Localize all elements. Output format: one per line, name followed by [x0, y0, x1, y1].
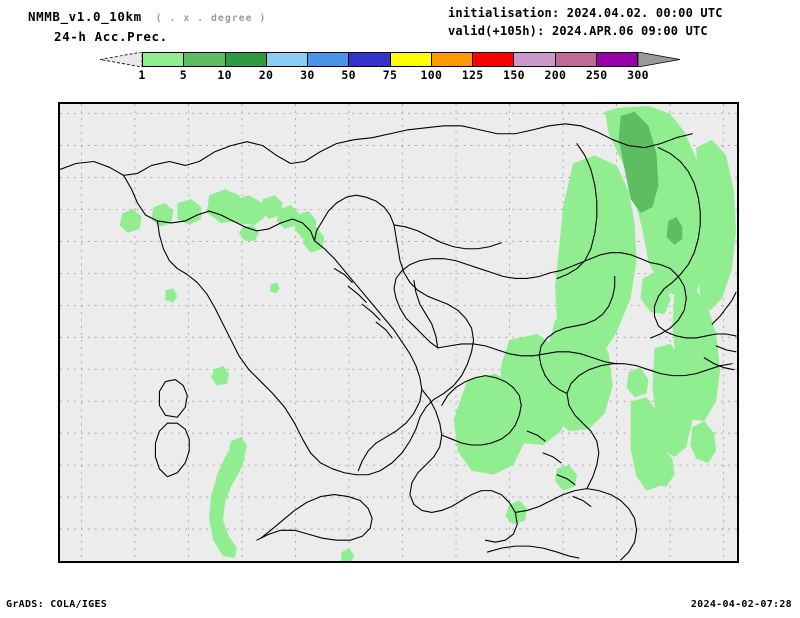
- lon-tick-8E: [82, 561, 83, 563]
- legend-tick-75: 75: [382, 68, 398, 82]
- footer-attribution: GrADS: COLA/IGES: [6, 599, 108, 610]
- legend-tick-125: 125: [461, 68, 484, 82]
- header-right: initialisation: 2024.04.02. 00:00 UTC va…: [448, 6, 788, 38]
- legend-underflow-arrow: [100, 52, 142, 67]
- legend-tick-20: 20: [258, 68, 274, 82]
- lon-tick-10E: [135, 561, 136, 563]
- legend-swatches: [142, 52, 638, 67]
- legend-swatch-2: [225, 53, 267, 66]
- legend-swatch-3: [266, 53, 308, 66]
- legend-swatch-5: [349, 53, 391, 66]
- legend-swatch-1: [184, 53, 226, 66]
- lon-tick-16E: [297, 561, 298, 563]
- valid-time: valid(+105h): 2024.APR.06 09:00 UTC: [448, 24, 708, 38]
- legend-tick-150: 150: [503, 68, 525, 82]
- legend-swatch-9: [514, 53, 556, 66]
- legend-overflow-arrow: [638, 52, 680, 67]
- legend-tick-100: 100: [420, 68, 443, 82]
- lon-tick-22E: [458, 561, 459, 563]
- legend-swatch-8: [473, 53, 515, 66]
- initialisation-time: initialisation: 2024.04.02. 00:00 UTC: [448, 6, 723, 20]
- lon-tick-12E: [189, 561, 190, 563]
- legend-tick-30: 30: [300, 68, 315, 82]
- legend-tick-250: 250: [585, 68, 608, 82]
- legend-swatch-0: [143, 53, 185, 66]
- map-coastlines: [60, 123, 737, 561]
- lon-tick-14E: [243, 561, 244, 563]
- legend-tick-300: 300: [627, 68, 649, 82]
- legend-bar: [100, 52, 680, 67]
- lon-tick-30E: [674, 561, 675, 563]
- lon-tick-18E: [351, 561, 352, 563]
- legend-swatch-4: [308, 53, 350, 66]
- legend-tick-5: 5: [179, 68, 187, 82]
- legend-swatch-7: [431, 53, 473, 66]
- legend-swatch-10: [555, 53, 597, 66]
- field-name: 24-h Acc.Prec.: [54, 29, 168, 44]
- legend-tick-200: 200: [544, 68, 567, 82]
- legend-tick-labels: 1 5 10 20 30 50 75 100 125 150 200 250 300: [138, 68, 648, 82]
- model-name: NMMB_v1.0_10km: [28, 9, 142, 24]
- lon-tick-26E: [566, 561, 567, 563]
- footer-timestamp: 2024-04-02-07:28: [690, 599, 792, 610]
- lon-tick-20E: [405, 561, 406, 563]
- lon-tick-24E: [512, 561, 513, 563]
- map-frame: 49N48N47N46N45N44N43N42N41N40N39N38N37N3…: [58, 102, 739, 563]
- legend-tick-10: 10: [217, 68, 232, 82]
- header-model-line: NMMB_v1.0_10km ( . x . degree ): [28, 6, 448, 25]
- legend-tick-50: 50: [341, 68, 356, 82]
- color-legend: 1 5 10 20 30 50 75 100 125 150 200 250 300: [0, 48, 800, 84]
- legend-tick-1: 1: [138, 68, 146, 82]
- precip-shading-5-10mm: [618, 111, 683, 245]
- lon-tick-32E: [728, 561, 729, 563]
- map-canvas: [60, 104, 737, 561]
- header-left: NMMB_v1.0_10km ( . x . degree ) 24-h Acc.…: [28, 6, 448, 44]
- legend-swatch-6: [390, 53, 432, 66]
- lon-tick-28E: [620, 561, 621, 563]
- legend-swatch-11: [596, 53, 637, 66]
- model-units: ( . x . degree ): [155, 13, 267, 24]
- map-container[interactable]: 49N48N47N46N45N44N43N42N41N40N39N38N37N3…: [58, 102, 739, 563]
